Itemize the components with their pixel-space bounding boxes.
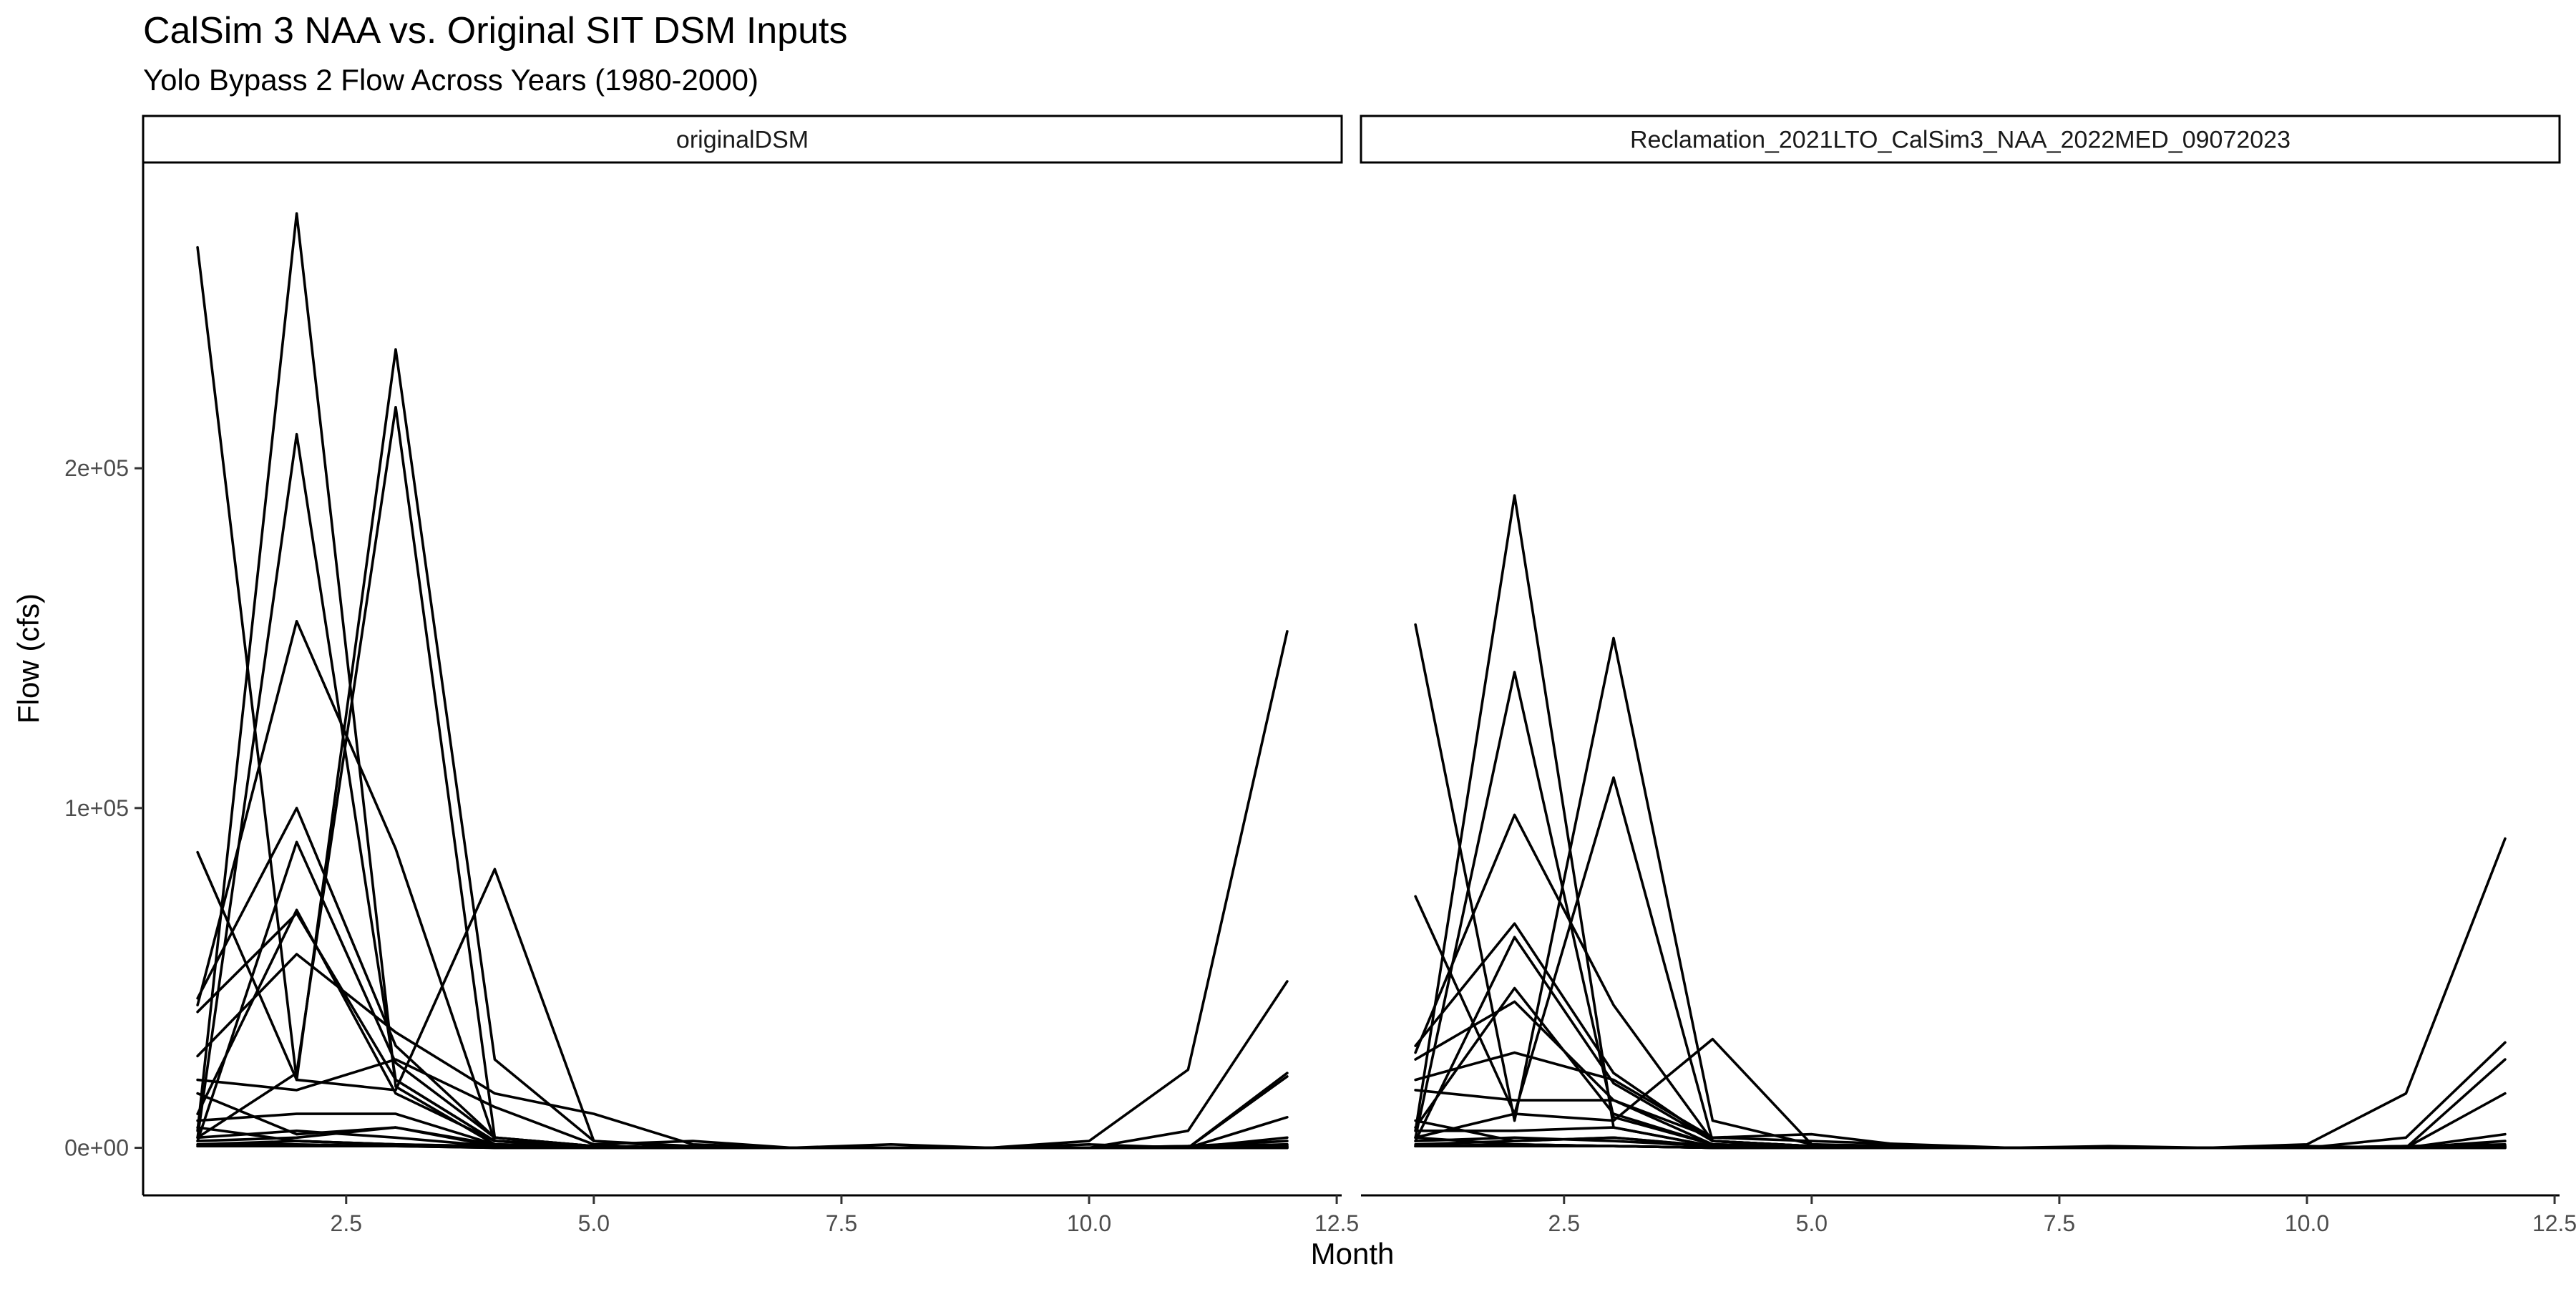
facet-strip-label: Reclamation_2021LTO_CalSim3_NAA_2022MED_… <box>1630 127 2290 154</box>
x-tick-label: 2.5 <box>331 1210 362 1236</box>
x-tick-label: 7.5 <box>826 1210 857 1236</box>
x-tick-label: 5.0 <box>578 1210 610 1236</box>
x-tick-label: 2.5 <box>1548 1210 1580 1236</box>
x-tick-label: 10.0 <box>2285 1210 2329 1236</box>
facet-strip-box <box>142 115 1343 164</box>
facet-strip-label: originalDSM <box>676 127 809 154</box>
y-axis-title: Flow (cfs) <box>11 593 45 724</box>
chart-subtitle: Yolo Bypass 2 Flow Across Years (1980-20… <box>143 63 758 97</box>
series-line <box>1414 1089 2507 1150</box>
facet-panel-2: Reclamation_2021LTO_CalSim3_NAA_2022MED_… <box>1360 115 2576 1236</box>
y-tick-label: 0e+00 <box>64 1135 129 1161</box>
facet-panel-1: originalDSM 2.5 5.0 7.5 10.0 12.5 0e+00 1e+05 2e… <box>64 115 1359 1236</box>
x-tick-label: 7.5 <box>2044 1210 2075 1236</box>
series-line <box>196 1058 1289 1150</box>
x-axis-title: Month <box>1311 1237 1395 1271</box>
x-tick-label: 12.5 <box>1314 1210 1359 1236</box>
facet-panels: originalDSM 2.5 5.0 7.5 10.0 12.5 0e+00 1e+05 2e… <box>64 115 2576 1236</box>
y-tick-label: 1e+05 <box>64 795 129 821</box>
series-line <box>1414 1143 2507 1150</box>
x-tick-label: 12.5 <box>2532 1210 2576 1236</box>
chart-title: CalSim 3 NAA vs. Original SIT DSM Inputs <box>143 10 847 52</box>
x-tick-label: 5.0 <box>1796 1210 1828 1236</box>
facet-strip-box <box>1360 115 2561 164</box>
y-tick-label: 2e+05 <box>64 455 129 481</box>
series-line <box>196 1140 1289 1150</box>
x-tick-label: 10.0 <box>1067 1210 1111 1236</box>
